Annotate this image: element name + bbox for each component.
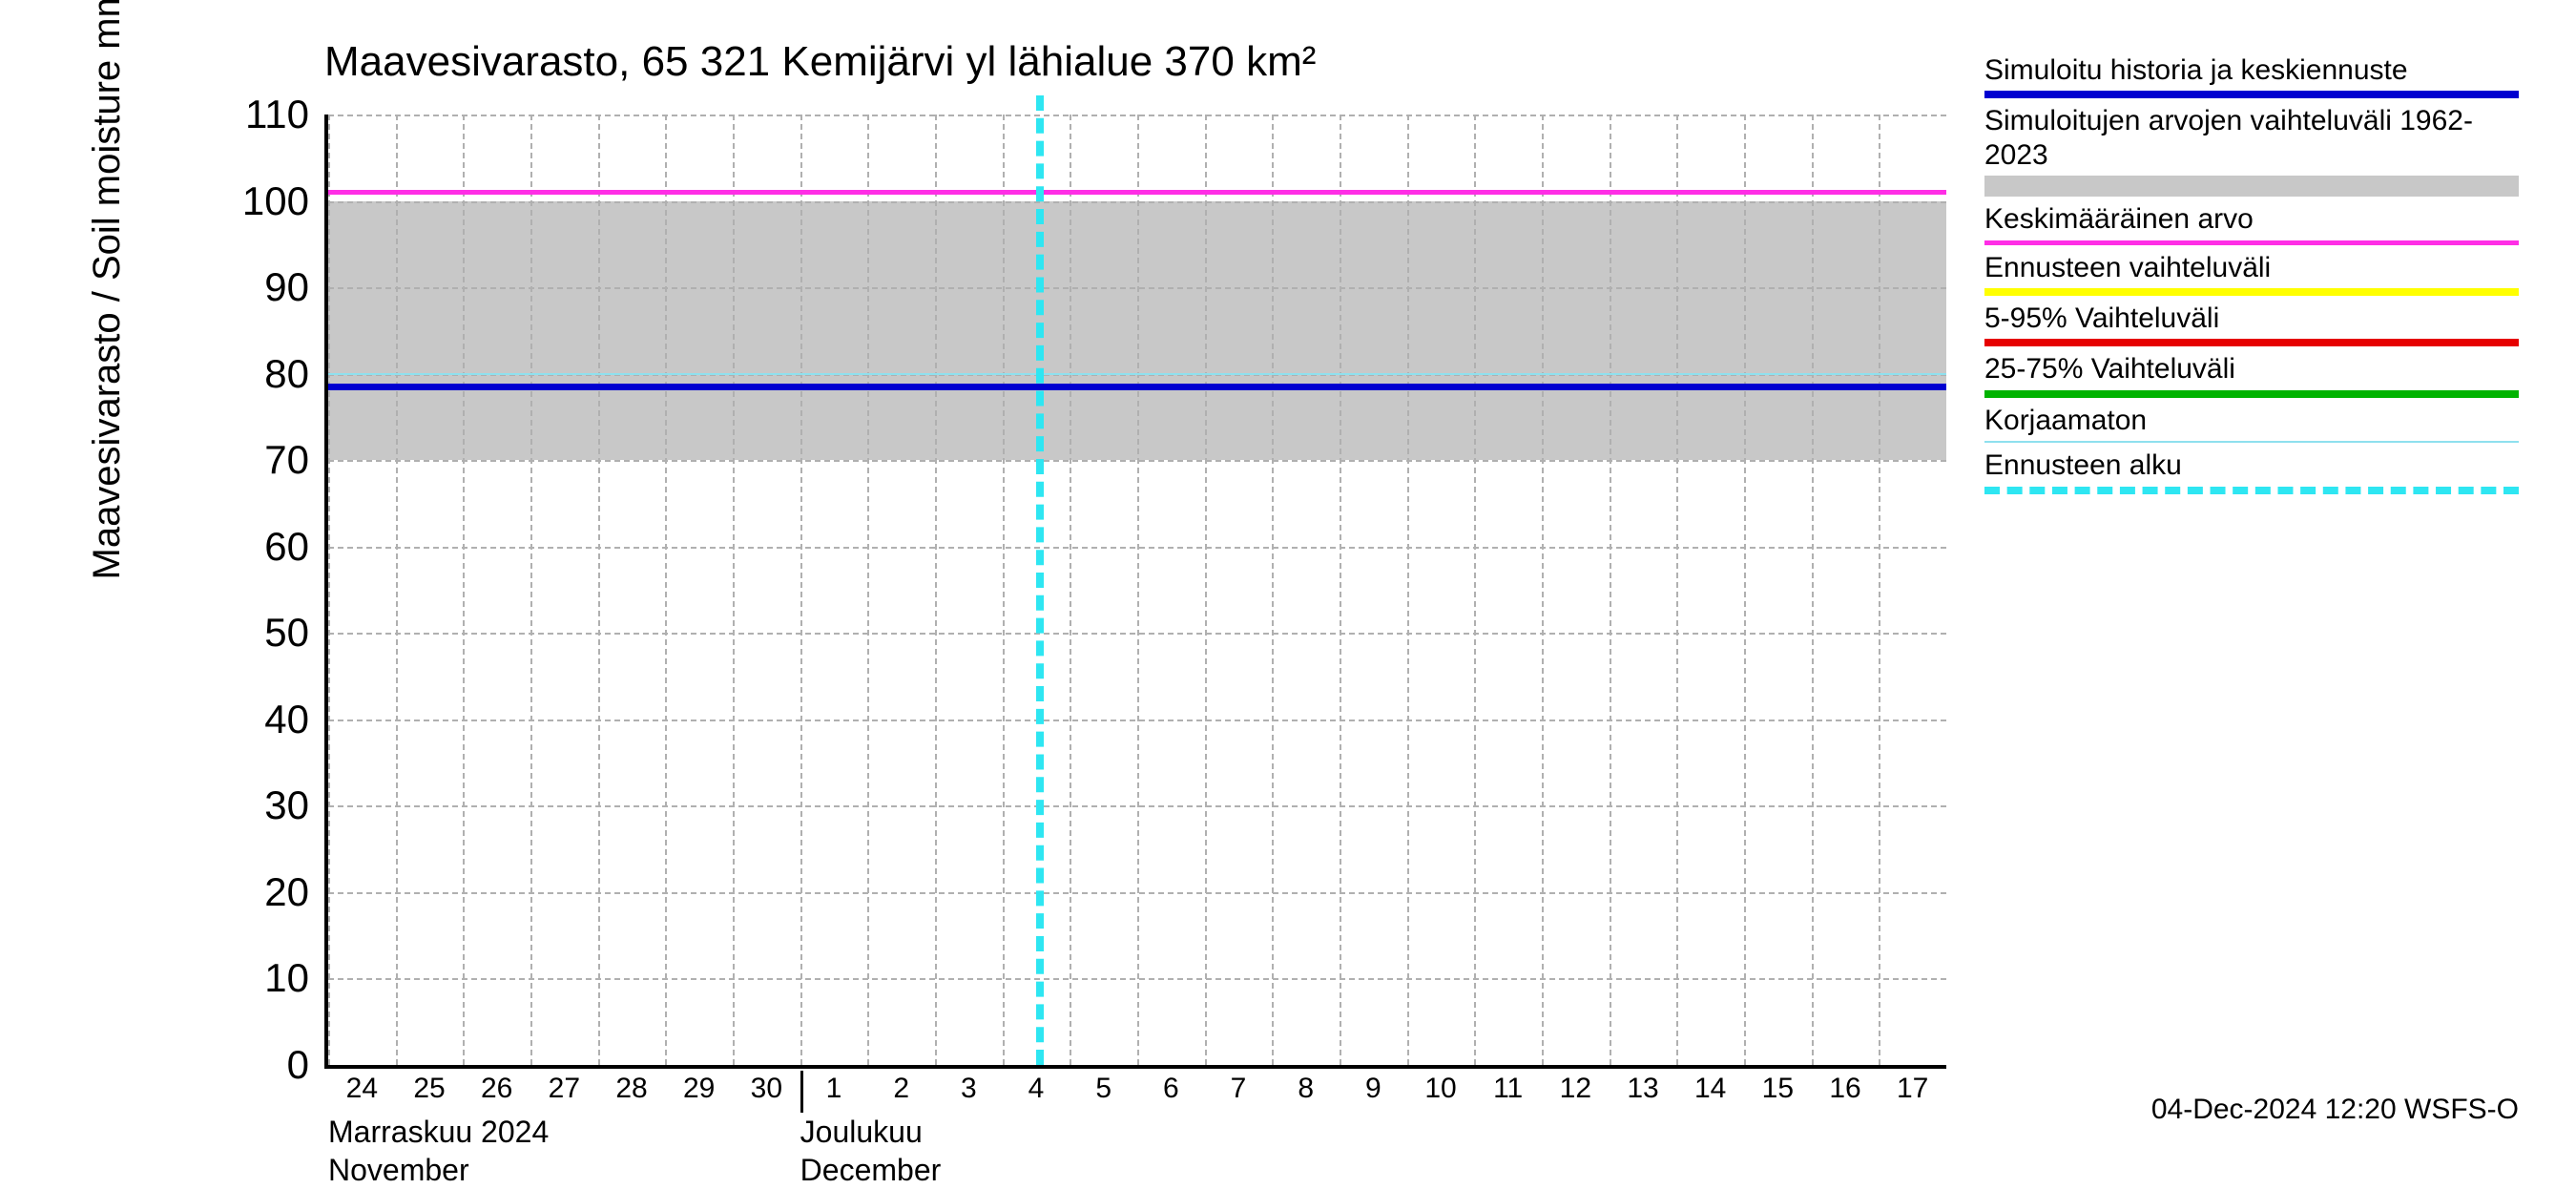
plot-area: 0102030405060708090100110242526272829301… (324, 115, 1946, 1069)
gridline-v (1474, 115, 1476, 1065)
series-uncorrected (328, 373, 1946, 375)
legend-label: Ennusteen alku (1984, 448, 2519, 482)
legend-label: Korjaamaton (1984, 404, 2519, 437)
y-tick-label: 110 (204, 92, 309, 137)
forecast-start-line (1036, 95, 1044, 1065)
y-tick-label: 80 (204, 351, 309, 397)
y-tick-label: 60 (204, 524, 309, 570)
gridline-v (1407, 115, 1409, 1065)
x-tick-label: 7 (1231, 1073, 1247, 1105)
x-tick-label: 10 (1424, 1073, 1456, 1105)
y-tick-label: 90 (204, 264, 309, 310)
legend-swatch (1984, 390, 2519, 398)
gridline-v (1542, 115, 1544, 1065)
x-tick-label: 15 (1762, 1073, 1794, 1105)
x-month-label: JoulukuuDecember (800, 1113, 942, 1189)
legend-swatch (1984, 339, 2519, 346)
legend-label: Keskimääräinen arvo (1984, 202, 2519, 236)
gridline-v (1003, 115, 1005, 1065)
x-tick-label: 17 (1897, 1073, 1928, 1105)
month-separator (800, 1071, 803, 1113)
gridline-v (1812, 115, 1814, 1065)
legend-swatch (1984, 91, 2519, 98)
gridline-v (598, 115, 600, 1065)
gridline-v (1070, 115, 1071, 1065)
gridline-v (396, 115, 398, 1065)
legend-swatch (1984, 288, 2519, 296)
series-sim_and_forecast (328, 384, 1946, 390)
legend-item: 25-75% Vaihteluväli (1984, 352, 2519, 397)
legend-item: Korjaamaton (1984, 404, 2519, 443)
y-tick-label: 0 (204, 1042, 309, 1088)
legend-label: Simuloitujen arvojen vaihteluväli 1962-2… (1984, 104, 2519, 172)
legend-label: Simuloitu historia ja keskiennuste (1984, 53, 2519, 87)
x-tick-label: 2 (893, 1073, 909, 1105)
legend-item: Ennusteen alku (1984, 448, 2519, 493)
legend-swatch (1984, 240, 2519, 245)
timestamp-label: 04-Dec-2024 12:20 WSFS-O (2151, 1094, 2519, 1126)
x-tick-label: 11 (1493, 1073, 1523, 1105)
x-tick-label: 30 (751, 1073, 782, 1105)
legend-swatch (1984, 176, 2519, 197)
gridline-v (800, 115, 802, 1065)
gridline-v (1340, 115, 1341, 1065)
chart-title: Maavesivarasto, 65 321 Kemijärvi yl lähi… (324, 38, 1316, 86)
legend-item: Ennusteen vaihteluväli (1984, 251, 2519, 296)
legend-item: Simuloitujen arvojen vaihteluväli 1962-2… (1984, 104, 2519, 197)
gridline-v (1205, 115, 1207, 1065)
x-tick-label: 24 (346, 1073, 378, 1105)
gridline-v (1272, 115, 1274, 1065)
legend-label: Ennusteen vaihteluväli (1984, 251, 2519, 284)
legend-swatch (1984, 441, 2519, 443)
x-tick-label: 9 (1365, 1073, 1381, 1105)
y-tick-label: 100 (204, 178, 309, 224)
gridline-v (463, 115, 465, 1065)
y-tick-label: 50 (204, 610, 309, 656)
gridline-v (665, 115, 667, 1065)
legend-label: 5-95% Vaihteluväli (1984, 302, 2519, 335)
series-mean_value (328, 190, 1946, 195)
legend-swatch (1984, 487, 2519, 494)
x-tick-label: 4 (1028, 1073, 1045, 1105)
gridline-v (1744, 115, 1746, 1065)
gridline-v (1610, 115, 1611, 1065)
x-tick-label: 12 (1560, 1073, 1591, 1105)
x-tick-label: 3 (961, 1073, 977, 1105)
y-tick-label: 20 (204, 869, 309, 915)
x-tick-label: 28 (615, 1073, 647, 1105)
legend: Simuloitu historia ja keskiennuste Simulo… (1984, 53, 2519, 500)
x-tick-label: 8 (1298, 1073, 1314, 1105)
y-tick-label: 70 (204, 437, 309, 483)
y-tick-label: 40 (204, 697, 309, 742)
gridline-v (935, 115, 937, 1065)
legend-item: 5-95% Vaihteluväli (1984, 302, 2519, 346)
x-tick-label: 1 (826, 1073, 842, 1105)
y-tick-label: 30 (204, 782, 309, 828)
legend-item: Simuloitu historia ja keskiennuste (1984, 53, 2519, 98)
x-tick-label: 5 (1095, 1073, 1111, 1105)
x-tick-label: 6 (1163, 1073, 1179, 1105)
gridline-v (1676, 115, 1678, 1065)
x-tick-label: 29 (683, 1073, 715, 1105)
gridline-v (867, 115, 869, 1065)
gridline-v (733, 115, 735, 1065)
legend-item: Keskimääräinen arvo (1984, 202, 2519, 244)
gridline-v (1879, 115, 1880, 1065)
legend-label: 25-75% Vaihteluväli (1984, 352, 2519, 386)
x-month-label: Marraskuu 2024November (328, 1113, 549, 1189)
y-axis-label: Maavesivarasto / Soil moisture mm (86, 0, 129, 580)
x-tick-label: 13 (1627, 1073, 1658, 1105)
x-tick-label: 25 (413, 1073, 445, 1105)
x-tick-label: 14 (1694, 1073, 1726, 1105)
gridline-v (1137, 115, 1139, 1065)
gridline-v (530, 115, 532, 1065)
y-tick-label: 10 (204, 955, 309, 1001)
x-tick-label: 26 (481, 1073, 512, 1105)
x-tick-label: 16 (1829, 1073, 1860, 1105)
gridline-v (328, 115, 330, 1065)
x-tick-label: 27 (549, 1073, 580, 1105)
